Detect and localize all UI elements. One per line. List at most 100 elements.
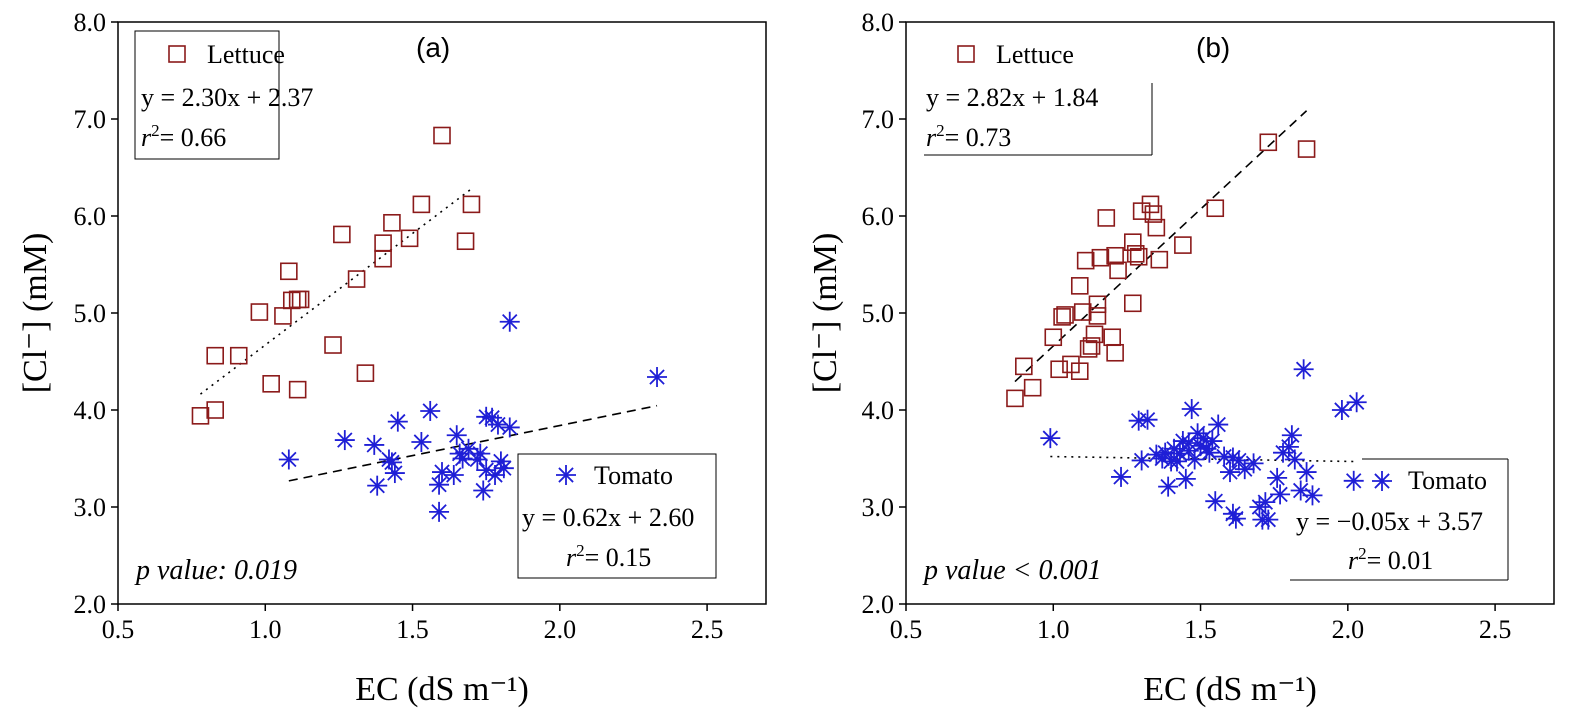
r2-tomato-b: r2= 0.01 bbox=[1348, 544, 1433, 575]
point-lettuce bbox=[1147, 218, 1166, 237]
legend-box-tomato-a bbox=[517, 453, 717, 579]
point-tomato bbox=[384, 463, 405, 484]
x-tick-label: 2.0 bbox=[1332, 615, 1365, 644]
point-tomato bbox=[1220, 462, 1240, 483]
y-tick-label: 6.0 bbox=[74, 202, 107, 231]
point-lettuce bbox=[1144, 205, 1163, 223]
point-tomato bbox=[1199, 442, 1220, 463]
legend-name-tomato-b: Tomato bbox=[1408, 466, 1487, 495]
point-lettuce bbox=[206, 346, 224, 365]
point-tomato bbox=[1175, 468, 1196, 489]
equation-lettuce-b: y = 2.82x + 1.84 bbox=[926, 83, 1098, 112]
point-lettuce bbox=[280, 262, 298, 281]
r2-lettuce-b: r2= 0.73 bbox=[926, 121, 1011, 152]
point-tomato bbox=[364, 434, 385, 455]
r2-value-tomato-a: = 0.15 bbox=[585, 543, 652, 572]
point-lettuce bbox=[262, 375, 280, 393]
data-points-b bbox=[1006, 133, 1367, 530]
point-lettuce bbox=[1085, 325, 1104, 344]
point-lettuce bbox=[1150, 250, 1169, 269]
point-lettuce bbox=[1109, 261, 1127, 280]
y-tick-label: 7.0 bbox=[862, 105, 895, 134]
point-tomato bbox=[1255, 492, 1276, 513]
point-lettuce bbox=[288, 380, 307, 399]
y-tick-label: 2.0 bbox=[862, 590, 895, 619]
point-lettuce bbox=[1023, 378, 1042, 397]
legend-marker-tomato bbox=[556, 465, 576, 485]
point-lettuce bbox=[1124, 233, 1142, 251]
legend-marker-lettuce bbox=[957, 45, 975, 63]
y-tick-label: 4.0 bbox=[74, 396, 107, 425]
point-tomato bbox=[1267, 467, 1288, 488]
point-tomato bbox=[411, 432, 432, 453]
point-lettuce bbox=[1056, 306, 1074, 324]
fit-lines-a bbox=[199, 188, 658, 482]
equation-lettuce-a: y = 2.30x + 2.37 bbox=[141, 83, 313, 112]
point-lettuce bbox=[282, 291, 301, 310]
point-lettuce bbox=[1129, 247, 1148, 266]
point-lettuce bbox=[274, 307, 292, 325]
y-tick-label: 8.0 bbox=[862, 8, 895, 37]
point-lettuce bbox=[1297, 140, 1316, 158]
point-lettuce bbox=[374, 249, 392, 268]
point-lettuce bbox=[1062, 355, 1080, 374]
x-tick-label: 0.5 bbox=[890, 615, 923, 644]
point-lettuce bbox=[347, 270, 366, 288]
r2-value-tomato-b: = 0.01 bbox=[1367, 546, 1434, 575]
point-tomato bbox=[367, 475, 388, 496]
point-tomato bbox=[1296, 462, 1317, 483]
point-lettuce bbox=[1088, 295, 1107, 314]
point-tomato bbox=[1181, 399, 1202, 420]
legend-symbol-lettuce-a bbox=[168, 45, 186, 63]
point-tomato bbox=[499, 311, 520, 332]
point-lettuce bbox=[1124, 294, 1142, 313]
point-lettuce bbox=[1103, 328, 1121, 347]
point-tomato bbox=[1208, 414, 1229, 435]
point-lettuce bbox=[1070, 362, 1089, 381]
y-axis-label-a: [Cl⁻] (mM) bbox=[17, 233, 54, 394]
point-lettuce bbox=[462, 195, 481, 214]
point-tomato bbox=[1158, 476, 1179, 497]
legend-symbol-tomato-b bbox=[1372, 471, 1392, 491]
point-tomato bbox=[1214, 446, 1235, 467]
point-lettuce bbox=[1106, 246, 1124, 265]
y-tick-label: 6.0 bbox=[862, 202, 895, 231]
point-tomato bbox=[1258, 509, 1279, 530]
panel-a: 0.5 1.0 1.5 2.0 2.5 2.0 3.0 4.0 5.0 6.0 7.0 8.0 (a)… bbox=[17, 8, 767, 708]
x-tick-label: 1.5 bbox=[1184, 615, 1217, 644]
legend-marker-tomato bbox=[1372, 471, 1392, 491]
point-tomato bbox=[381, 452, 402, 473]
point-lettuce bbox=[1079, 340, 1098, 358]
point-tomato bbox=[334, 430, 355, 451]
point-tomato bbox=[429, 501, 450, 522]
point-lettuce bbox=[1141, 195, 1160, 214]
panel-label-b: (b) bbox=[1196, 32, 1230, 63]
point-tomato bbox=[1284, 449, 1305, 470]
data-points-a bbox=[191, 126, 668, 522]
p-value-b: p value < 0.001 bbox=[922, 555, 1102, 586]
x-tick-label: 1.5 bbox=[396, 615, 429, 644]
point-lettuce bbox=[1053, 308, 1071, 326]
point-tomato bbox=[1205, 491, 1226, 512]
point-lettuce bbox=[433, 126, 451, 145]
legend-name-lettuce-a: Lettuce bbox=[207, 40, 285, 69]
fit-lines-b bbox=[1014, 110, 1357, 463]
legend-box-lettuce-a bbox=[134, 30, 280, 160]
point-tomato bbox=[1131, 450, 1152, 471]
point-lettuce bbox=[456, 232, 475, 251]
point-lettuce bbox=[229, 346, 248, 365]
equation-tomato-b: y = −0.05x + 3.57 bbox=[1296, 507, 1483, 536]
y-axis-label-b: [Cl⁻] (mM) bbox=[807, 233, 844, 394]
point-tomato bbox=[429, 474, 450, 495]
y-tick-label: 4.0 bbox=[862, 396, 895, 425]
point-lettuce bbox=[206, 401, 224, 419]
point-tomato bbox=[647, 367, 668, 388]
point-tomato bbox=[1281, 425, 1302, 446]
point-tomato bbox=[470, 443, 491, 464]
point-lettuce bbox=[1091, 248, 1110, 267]
point-lettuce bbox=[1106, 343, 1124, 362]
legend-marker-lettuce bbox=[168, 45, 186, 63]
y-tick-label: 5.0 bbox=[74, 299, 107, 328]
point-lettuce bbox=[1206, 199, 1225, 218]
